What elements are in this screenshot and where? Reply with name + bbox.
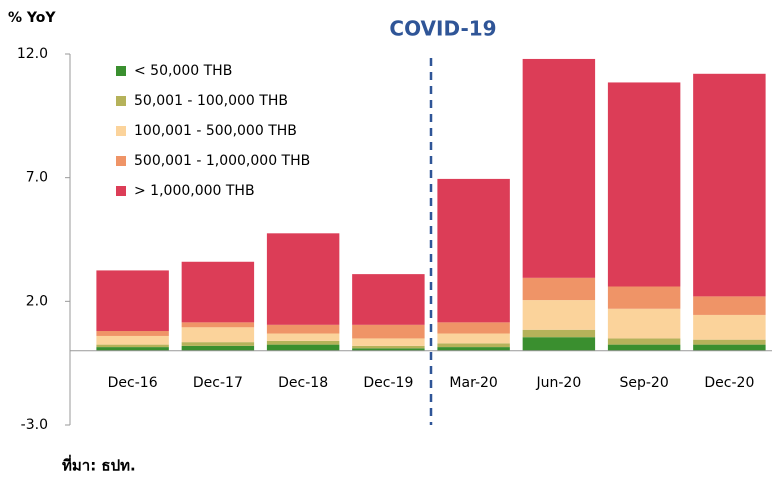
bar-segment <box>693 296 766 315</box>
bar-segment <box>693 73 766 297</box>
bar-segment <box>693 339 766 345</box>
x-tick-label: Dec-17 <box>193 375 243 391</box>
bar-segment <box>266 233 340 325</box>
bar-segment <box>352 338 425 346</box>
bar-segment <box>352 345 425 349</box>
x-tick-label: Dec-16 <box>108 375 158 391</box>
bar-segment <box>181 342 255 346</box>
bar-segment <box>96 335 169 345</box>
bar-segment <box>181 261 255 323</box>
x-tick-label: Jun-20 <box>536 375 582 391</box>
bar-segment <box>437 347 510 351</box>
x-tick-label: Sep-20 <box>619 375 668 391</box>
legend-label: > 1,000,000 THB <box>134 183 255 199</box>
bar-segment <box>266 333 340 341</box>
x-tick-label: Dec-19 <box>363 375 413 391</box>
source: ที่มา: ธปท. <box>62 455 136 475</box>
bar-segment <box>522 300 596 330</box>
y-tick-label: -3.0 <box>21 417 48 433</box>
bar-segment <box>181 322 255 328</box>
bar-segment <box>437 333 510 344</box>
annotation: COVID-19 <box>389 17 496 41</box>
bar-segment <box>693 344 766 351</box>
bar-segment <box>352 324 425 339</box>
bar-segment <box>607 308 681 339</box>
bar-segment <box>693 314 766 340</box>
bar-segment <box>266 340 340 345</box>
bar-segment <box>352 348 425 351</box>
legend-label: 50,001 - 100,000 THB <box>134 93 288 109</box>
bar-segment <box>96 347 169 351</box>
x-tick-label: Dec-18 <box>278 375 328 391</box>
bar-segment <box>607 338 681 345</box>
bar-segment <box>437 178 510 323</box>
bar-segment <box>181 327 255 343</box>
bar-segment <box>607 286 681 309</box>
y-axis-label: % YoY <box>8 10 56 26</box>
legend-label: < 50,000 THB <box>134 63 232 79</box>
bar-segment <box>96 270 169 332</box>
legend-swatch <box>116 186 126 196</box>
bar-segment <box>522 337 596 351</box>
x-tick-label: Mar-20 <box>449 375 497 391</box>
bar-segment <box>607 82 681 287</box>
legend-label: 500,001 - 1,000,000 THB <box>134 153 310 169</box>
legend-swatch <box>116 66 126 76</box>
x-tick-label: Dec-20 <box>704 375 754 391</box>
bar-segment <box>266 324 340 334</box>
legend-swatch <box>116 156 126 166</box>
y-tick-label: 12.0 <box>17 46 48 62</box>
bar-segment <box>437 343 510 348</box>
legend-swatch <box>116 126 126 136</box>
y-tick-label: 7.0 <box>26 170 48 186</box>
bar-segment <box>266 344 340 351</box>
bar-segment <box>522 58 596 278</box>
legend-label: 100,001 - 500,000 THB <box>134 123 297 139</box>
bar-segment <box>607 344 681 351</box>
bar-segment <box>181 345 255 351</box>
bar-segment <box>437 322 510 334</box>
bar-segment <box>522 329 596 338</box>
bar-segment <box>352 274 425 325</box>
bar-segment <box>522 277 596 301</box>
y-tick-label: 2.0 <box>26 293 48 309</box>
bar-segment <box>96 331 169 336</box>
bar-segment <box>96 344 169 348</box>
legend-swatch <box>116 96 126 106</box>
